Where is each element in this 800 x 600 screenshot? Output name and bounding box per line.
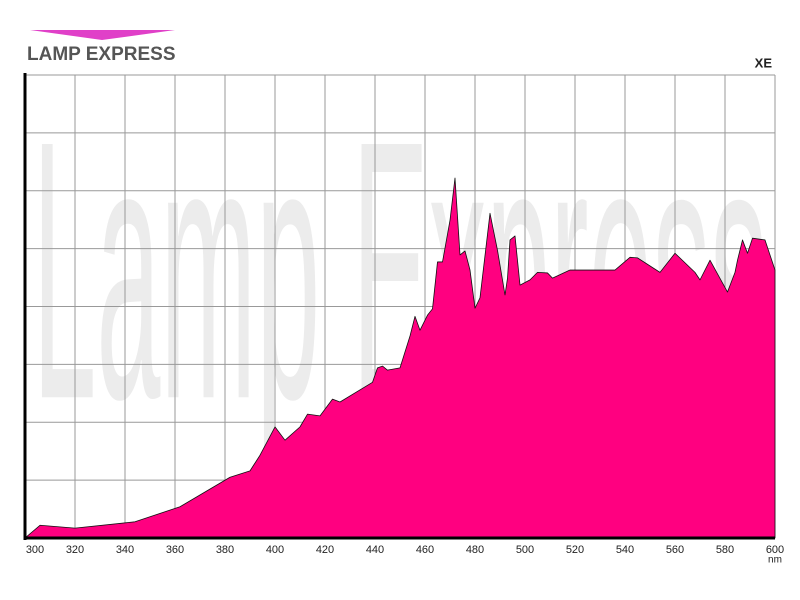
x-tick-label: 600 — [766, 544, 784, 556]
x-tick-label: 300 — [26, 544, 44, 556]
x-tick-label: 420 — [316, 544, 334, 556]
x-tick-label: 560 — [666, 544, 684, 556]
x-unit: nm — [768, 555, 782, 566]
x-tick-label: 400 — [266, 544, 284, 556]
x-tick-label: 540 — [616, 544, 634, 556]
x-tick-label: 580 — [716, 544, 734, 556]
x-tick-label: 380 — [216, 544, 234, 556]
x-tick-label: 520 — [566, 544, 584, 556]
x-tick-label: 500 — [516, 544, 534, 556]
chart-subtitle: XE — [755, 55, 773, 70]
chart-title: LAMP EXPRESS — [27, 44, 176, 65]
area — [24, 177, 776, 539]
logo-bar — [30, 30, 175, 40]
x-tick-label: 340 — [116, 544, 134, 556]
x-tick-label: 480 — [466, 544, 484, 556]
x-tick-label: 320 — [66, 544, 84, 556]
x-tick-label: 460 — [416, 544, 434, 556]
x-tick-label: 360 — [166, 544, 184, 556]
x-tick-label: 440 — [366, 544, 384, 556]
